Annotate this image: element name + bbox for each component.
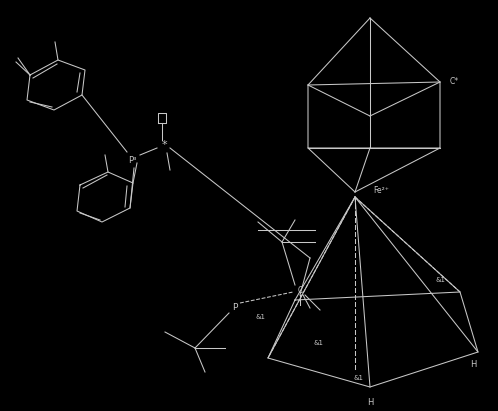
Text: H: H <box>470 360 476 369</box>
Text: *: * <box>161 140 167 150</box>
Text: H: H <box>367 397 373 406</box>
Text: C: C <box>297 286 303 295</box>
Text: &1: &1 <box>255 314 265 320</box>
Text: &1: &1 <box>313 340 323 346</box>
Text: Fe²⁺: Fe²⁺ <box>373 185 389 194</box>
Text: &1: &1 <box>435 277 445 283</box>
Text: C*: C* <box>450 78 459 86</box>
Text: P³: P³ <box>128 155 136 164</box>
Text: &1: &1 <box>353 375 363 381</box>
Text: P: P <box>232 302 238 312</box>
